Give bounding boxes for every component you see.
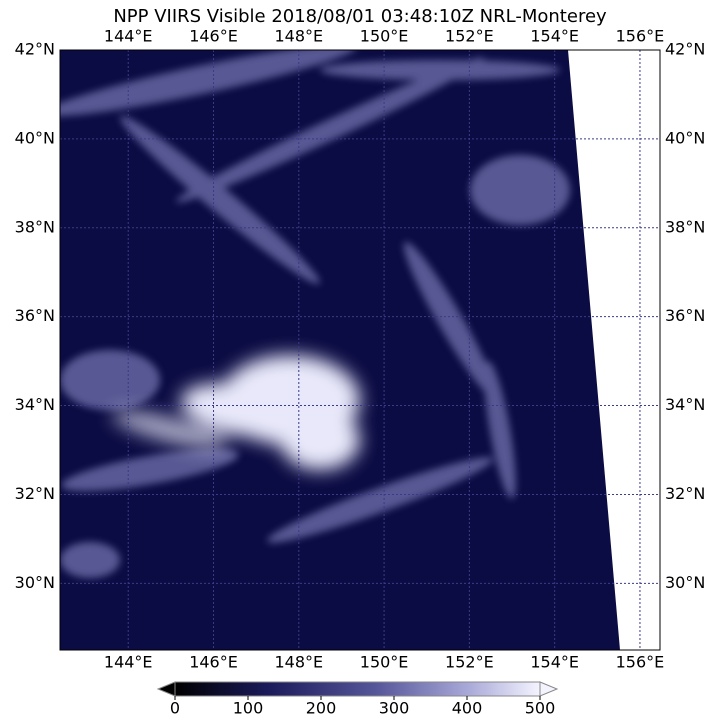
lon-label-top: 148°E (274, 27, 323, 46)
colorbar-tick-label: 200 (306, 699, 337, 718)
lat-label-right: 30°N (665, 573, 705, 592)
lon-label-bottom: 144°E (104, 653, 153, 672)
lon-label-top: 146°E (189, 27, 238, 46)
imagery (60, 50, 620, 650)
lat-label-left: 30°N (15, 573, 55, 592)
lon-label-bottom: 156°E (616, 653, 665, 672)
lon-label-top: 152°E (445, 27, 494, 46)
colorbar-tick-label: 0 (170, 699, 180, 718)
lon-label-bottom: 152°E (445, 653, 494, 672)
map-border (59, 49, 661, 651)
lat-label-left: 32°N (15, 484, 55, 503)
lat-label-right: 42°N (665, 40, 705, 59)
lat-label-right: 36°N (665, 306, 705, 325)
lon-label-top: 150°E (360, 27, 409, 46)
lat-label-left: 34°N (15, 395, 55, 414)
lat-label-right: 34°N (665, 395, 705, 414)
lat-label-left: 40°N (15, 128, 55, 147)
colorbar-extend-high (539, 681, 559, 697)
colorbar (156, 681, 559, 697)
lon-label-top: 144°E (104, 27, 153, 46)
lon-label-top: 154°E (530, 27, 579, 46)
colorbar-tick-label: 400 (452, 699, 483, 718)
colorbar-ramp (174, 681, 541, 697)
colorbar-tick-label: 500 (525, 699, 556, 718)
title: NPP VIIRS Visible 2018/08/01 03:48:10Z N… (113, 6, 607, 27)
lon-label-top: 156°E (616, 27, 665, 46)
lon-label-bottom: 146°E (189, 653, 238, 672)
colorbar-extend-low (156, 681, 176, 697)
lon-label-bottom: 154°E (530, 653, 579, 672)
lat-label-right: 32°N (665, 484, 705, 503)
lat-label-right: 40°N (665, 128, 705, 147)
lon-label-bottom: 150°E (360, 653, 409, 672)
lat-label-left: 42°N (15, 40, 55, 59)
lon-label-bottom: 148°E (274, 653, 323, 672)
lat-label-left: 36°N (15, 306, 55, 325)
colorbar-tick-label: 300 (379, 699, 410, 718)
lat-label-left: 38°N (15, 217, 55, 236)
colorbar-tick-label: 100 (233, 699, 264, 718)
lat-label-right: 38°N (665, 217, 705, 236)
